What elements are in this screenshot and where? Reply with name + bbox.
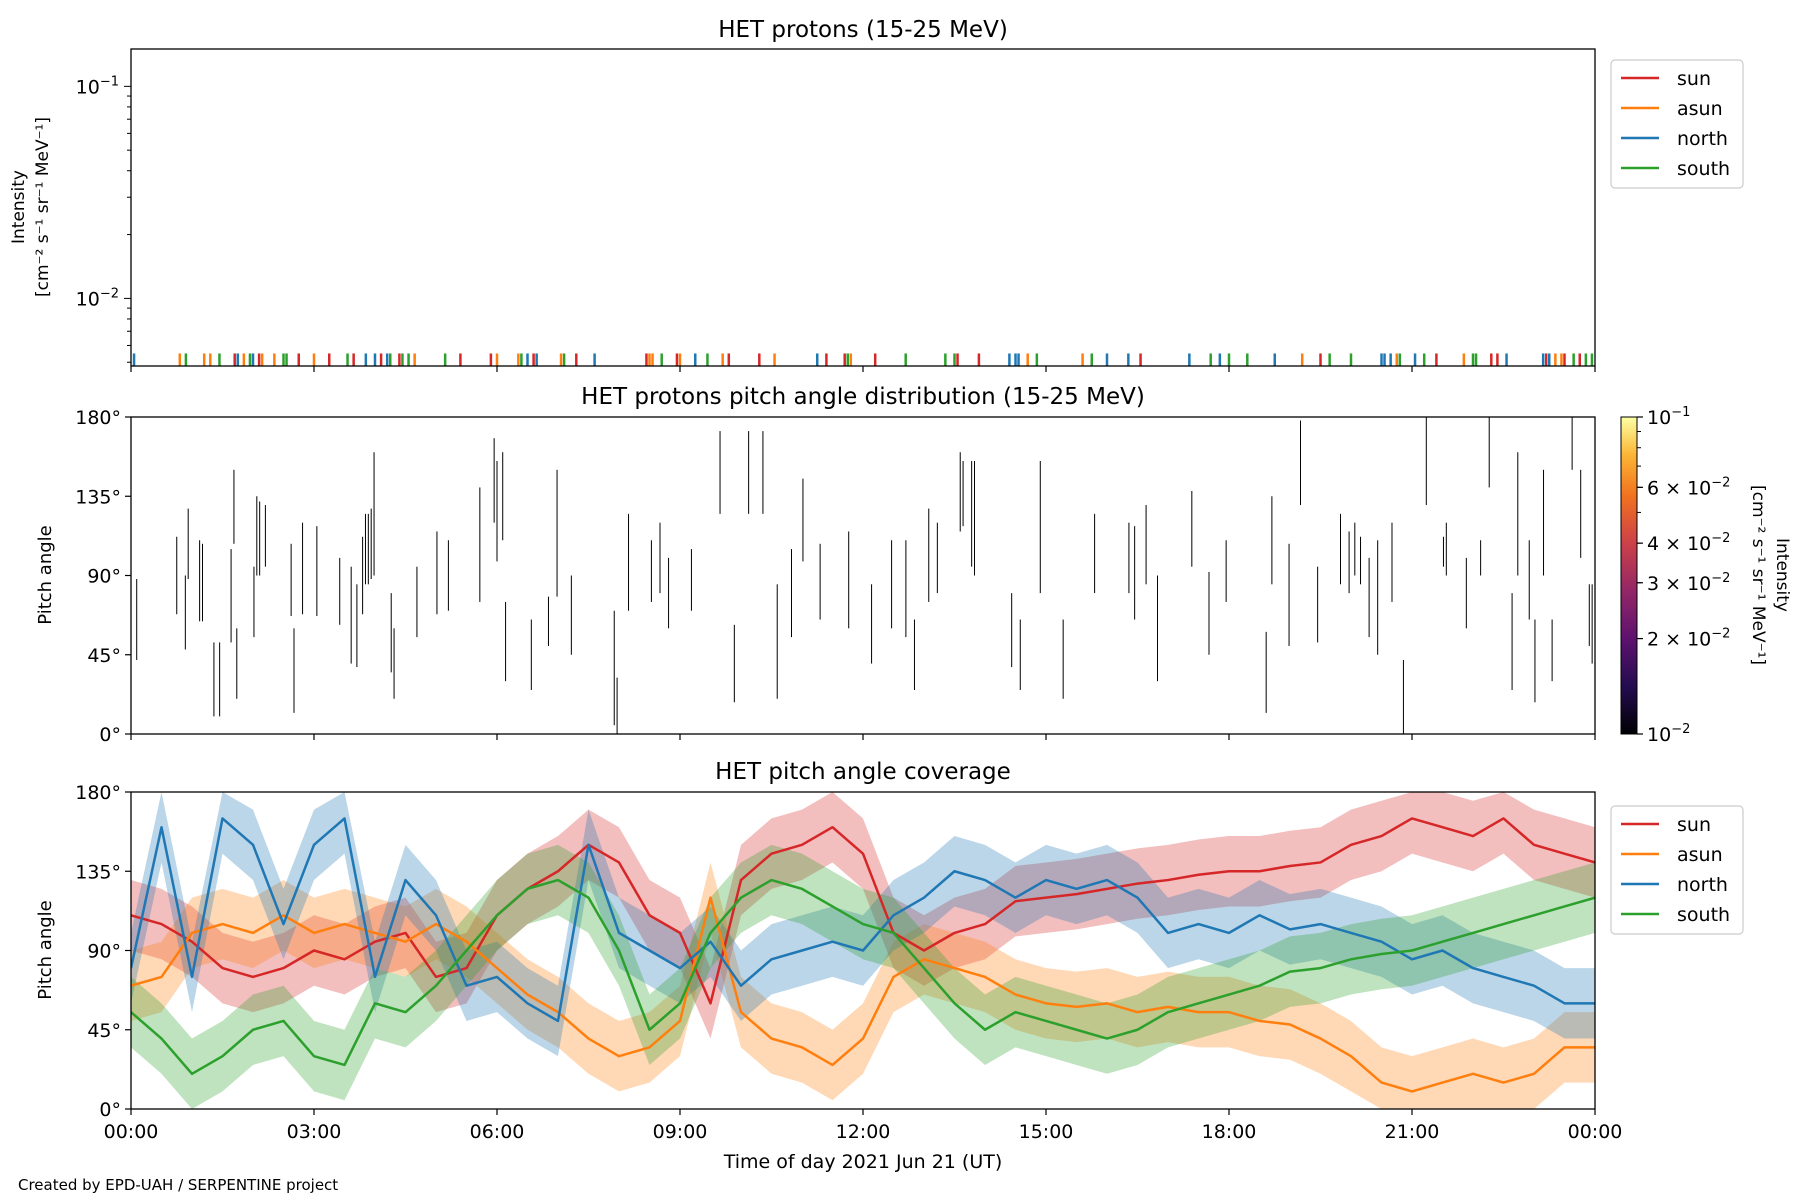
panel-3-series [131,792,1595,1109]
x-tick-label: 00:00 [1568,1121,1623,1143]
panel-1-title: HET protons (15-25 MeV) [718,17,1008,43]
x-tick-label: 18:00 [1202,1121,1257,1143]
legend-label-asun: asun [1677,98,1723,120]
panel-1-ylabel-line-2: [cm⁻² s⁻¹ sr⁻¹ MeV⁻¹] [33,117,53,297]
legend-label-sun: sun [1677,814,1711,836]
panel-2-segments [136,417,1593,734]
panel-2-frame [130,416,1596,735]
coverage-line-sun [131,817,1595,1005]
panel-2-ylabel: Pitch angle [35,525,56,624]
legend-label-sun: sun [1677,68,1711,90]
colorbar-tick-label: 2 × 10−2 [1647,627,1730,651]
y-tick-label: 90° [87,941,121,963]
coverage-band-south [131,844,1595,1109]
x-tick-label: 12:00 [836,1121,891,1143]
y-tick-label: 10−2 [76,286,119,310]
panel-1-axes: 10−1 10−2 [76,74,1596,372]
panel-1-series [132,353,1594,366]
legend-label-south: south [1677,158,1730,180]
colorbar [1620,416,1638,735]
legend-box [1610,59,1744,189]
legend-label-north: north [1677,874,1728,896]
coverage-band-sun [131,792,1595,1039]
y-tick-label: 45° [87,645,121,667]
colorbar-tick-label: 10−1 [1647,405,1690,429]
y-tick-label: 135° [75,486,121,508]
x-tick-label: 21:00 [1385,1121,1440,1143]
x-tick-label: 09:00 [653,1121,708,1143]
colorbar-label-line-1: Intensity [1772,538,1792,612]
x-tick-label: 03:00 [287,1121,342,1143]
y-tick-label: 180° [75,782,121,804]
coverage-line-asun [131,896,1595,1093]
legend-label-north: north [1677,128,1728,150]
panel-2-title: HET protons pitch angle distribution (15… [581,384,1145,410]
colorbar-ticks: 10−1 6 × 10−2 4 × 10−2 3 × 10−2 2 × 10−2 10−2 [1637,405,1730,746]
colorbar-tick-label: 6 × 10−2 [1647,475,1730,499]
panel-1-frame [130,48,1596,367]
x-tick-label: 00:00 [104,1121,159,1143]
y-tick-label: 135° [75,861,121,883]
legend-label-asun: asun [1677,844,1723,866]
y-tick-label: 180° [75,407,121,429]
colorbar-label-line-2: [cm⁻² s⁻¹ sr⁻¹ MeV⁻¹] [1748,485,1768,665]
y-tick-label: 0° [99,1099,121,1121]
colorbar-tick-label: 3 × 10−2 [1647,571,1730,595]
panel-1-ylabel-line-1: Intensity [9,170,29,244]
panel-pitch-angle-coverage: HET pitch angle coverage 00:00 03:00 06:00… [35,759,1744,1173]
legend-box [1610,805,1744,935]
y-tick-label: 90° [87,566,121,588]
x-tick-label: 15:00 [1019,1121,1074,1143]
credit-footer: Created by EPD-UAH / SERPENTINE project [18,1176,339,1194]
legend-label-south: south [1677,904,1730,926]
panel-pitch-angle-distribution: HET protons pitch angle distribution (15… [35,384,1792,746]
coverage-line-south [131,878,1595,1076]
legend-panel-1: sun asun north south [1610,59,1744,189]
panel-3-title: HET pitch angle coverage [715,759,1011,785]
panel-intensity: HET protons (15-25 MeV) 10−1 10−2 Intensi… [9,17,1744,372]
x-axis-label: Time of day 2021 Jun 21 (UT) [723,1151,1003,1173]
panel-3-ylabel: Pitch angle [35,900,56,999]
x-tick-label: 06:00 [470,1121,525,1143]
y-tick-label: 10−1 [76,74,119,98]
coverage-band-asun [131,862,1595,1109]
legend-panel-3: sun asun north south [1610,805,1744,935]
y-tick-label: 0° [99,724,121,746]
panel-2-axes: 0° 45° 90° 135° 180° [75,407,1596,746]
colorbar-tick-label: 4 × 10−2 [1647,531,1730,555]
y-tick-label: 45° [87,1020,121,1042]
panel-3-axes: 00:00 03:00 06:00 09:00 12:00 15:00 18:00 21:00… [75,782,1622,1143]
coverage-line-north [131,817,1595,1023]
colorbar-tick-label: 10−2 [1647,722,1690,746]
